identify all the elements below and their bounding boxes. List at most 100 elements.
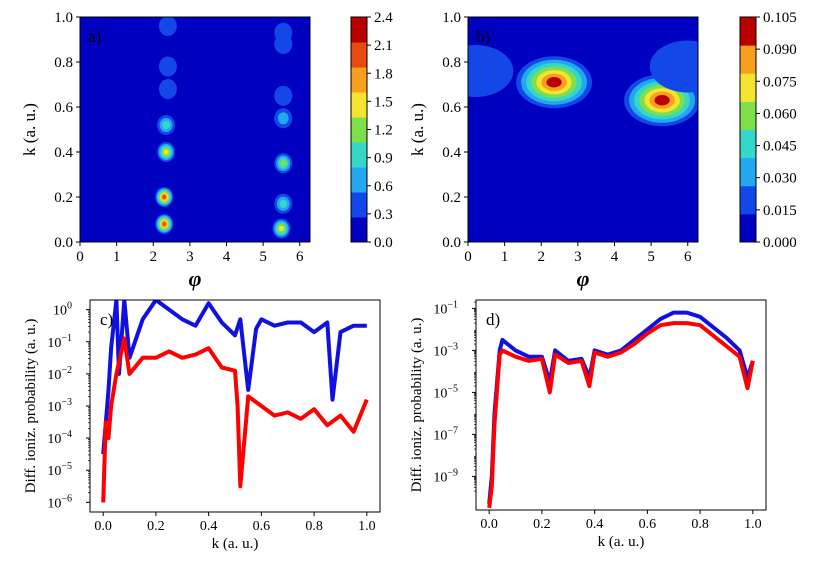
panel-label: b) [476, 27, 490, 46]
heatmap-blob-9-level-1 [274, 85, 293, 106]
heatmap-blob-0-level-7 [546, 77, 562, 88]
colorbar-segment [740, 185, 756, 215]
y-tick-exponent: −5 [447, 383, 458, 394]
y-tick-label: 10−2 [47, 365, 72, 383]
series-line-red [487, 321, 755, 509]
x-tick-label: 5 [647, 249, 655, 265]
x-tick-label: 3 [186, 249, 194, 265]
heatmap-blob-5-level-1 [158, 17, 177, 36]
x-tick-label: 5 [259, 249, 267, 265]
y-tick-base: 10 [433, 302, 447, 317]
y-tick-exponent: −5 [61, 461, 72, 472]
x-tick-label: 3 [574, 249, 582, 265]
colorbar-segment [740, 213, 756, 243]
plot-frame [475, 299, 767, 511]
y-tick-label: 10−4 [47, 429, 72, 447]
colorbar-segment [740, 157, 756, 187]
x-tick-label: 0.6 [253, 519, 271, 534]
y-tick-label: 10−3 [433, 341, 458, 359]
y-tick-base: 10 [47, 368, 61, 383]
series-line-red [101, 336, 369, 503]
y-tick-base: 10 [47, 400, 61, 415]
colorbar-segment [740, 17, 756, 46]
y-tick-base: 10 [433, 428, 447, 443]
colorbar-frame [739, 16, 757, 243]
y-tick-exponent: −2 [61, 365, 72, 376]
heatmap-blob-2-level-3 [162, 120, 170, 130]
x-tick-label: 0.4 [586, 517, 604, 532]
x-axis-label: φ [189, 266, 202, 291]
colorbar-tick-label: 2.4 [374, 10, 393, 26]
heatmap-blob-12-level-7 [162, 222, 167, 226]
x-tick-label: 1.0 [744, 517, 762, 532]
colorbar-tick-label: 0.090 [763, 42, 797, 58]
colorbar-segment [351, 42, 367, 68]
x-tick-label: 0.0 [94, 519, 112, 534]
heatmap-blob-3-level-1 [158, 79, 177, 99]
colorbar-tick-label: 0.6 [374, 179, 393, 195]
colorbar-tick-label: 0.9 [374, 151, 393, 167]
colorbar-tick-label: 0.045 [763, 139, 797, 155]
colorbar-segment [351, 192, 367, 218]
x-tick-label: 0.0 [480, 517, 498, 532]
y-tick-label: 1.0 [54, 10, 73, 26]
y-tick-label: 0.4 [54, 145, 73, 161]
line-panel-c: 0.0 0.2 0.4 0.6 0.8 1.010010−110−210−310−410−… [23, 299, 381, 552]
plot-frame [467, 16, 699, 243]
colorbar-tick-label: 0.030 [763, 171, 797, 187]
x-tick-label: 0.6 [639, 517, 657, 532]
y-tick-label: 1.0 [442, 10, 461, 26]
panel-label: a) [88, 27, 101, 46]
y-tick-label: 10−6 [47, 493, 72, 511]
heatmap-blob-3-level-1 [649, 40, 698, 93]
y-tick-base: 10 [47, 336, 61, 351]
y-tick-label: 10−5 [433, 383, 458, 401]
y-tick-exponent: −1 [447, 299, 458, 310]
y-tick-exponent: −9 [447, 467, 458, 478]
colorbar-tick-label: 0.105 [763, 10, 797, 26]
heatmap-blob-4-level-1 [158, 56, 177, 77]
colorbar-tick-label: 0.3 [374, 207, 393, 223]
colorbar-segment [351, 67, 367, 93]
x-axis-label: k (a. u.) [598, 534, 645, 550]
heatmap-blob-11-level-1 [274, 22, 293, 43]
y-tick-label: 0.8 [54, 55, 73, 71]
series-group [487, 310, 755, 509]
y-tick-label: 10−3 [47, 397, 72, 415]
colorbar-tick-label: 1.2 [374, 123, 393, 139]
y-tick-label: 0.8 [442, 55, 461, 71]
colorbar-tick-label: 0.015 [763, 203, 797, 219]
colorbar-segment [351, 217, 367, 243]
y-tick-exponent: −4 [61, 429, 72, 440]
heatmap-blob-7-level-3 [279, 199, 288, 209]
y-axis-label: k (a. u.) [20, 103, 39, 156]
panel-label: c) [100, 310, 113, 329]
heatmap-panel-b: 0 1 2 3 4 5 6 0.0 0.2 0.4 0.6 0.8 1.0 φ k (a. u.) b) 0.0… [408, 10, 797, 291]
heatmap-panel-a: 0 1 2 3 4 5 6 0.0 0.2 0.4 0.6 0.8 1.0 φ k (a. u.) a) 0.0… [20, 10, 393, 291]
heatmap-blob-1-level-5 [163, 149, 169, 155]
heatmap-blob-13-level-5 [278, 225, 284, 232]
y-tick-label: 0.2 [54, 190, 73, 206]
y-tick-exponent: −7 [447, 425, 458, 436]
y-tick-base: 10 [433, 386, 447, 401]
x-tick-label: 6 [684, 249, 692, 265]
heatmap-blobs [468, 40, 698, 127]
heatmap-blob-6-level-4 [280, 159, 287, 167]
colorbar-segment [351, 17, 367, 43]
x-tick-label: 2 [537, 249, 545, 265]
x-axis-label: φ [577, 266, 590, 291]
x-tick-label: 0 [464, 249, 472, 265]
y-axis-label: Diff. ioniz. probability (a. u.) [23, 319, 39, 494]
x-tick-label: 1 [501, 249, 509, 265]
y-tick-label: 0.2 [442, 190, 461, 206]
y-tick-exponent: −6 [61, 493, 72, 504]
colorbar-segment [351, 117, 367, 143]
heatmap-blob-2-level-1 [468, 45, 514, 97]
colorbar-segment [740, 45, 756, 74]
y-tick-label: 10−7 [433, 425, 458, 443]
colorbar-tick-label: 2.1 [374, 38, 393, 54]
y-tick-base: 10 [53, 304, 67, 319]
y-tick-label: 0.6 [54, 100, 73, 116]
x-tick-label: 0.2 [533, 517, 551, 532]
